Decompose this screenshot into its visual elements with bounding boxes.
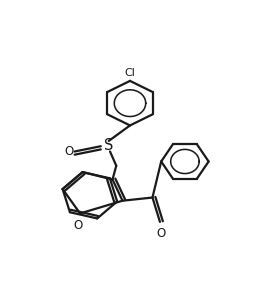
Text: O: O bbox=[157, 226, 166, 240]
Text: S: S bbox=[104, 138, 113, 153]
Text: O: O bbox=[64, 145, 74, 159]
Text: Cl: Cl bbox=[125, 68, 135, 78]
Text: O: O bbox=[73, 219, 82, 232]
